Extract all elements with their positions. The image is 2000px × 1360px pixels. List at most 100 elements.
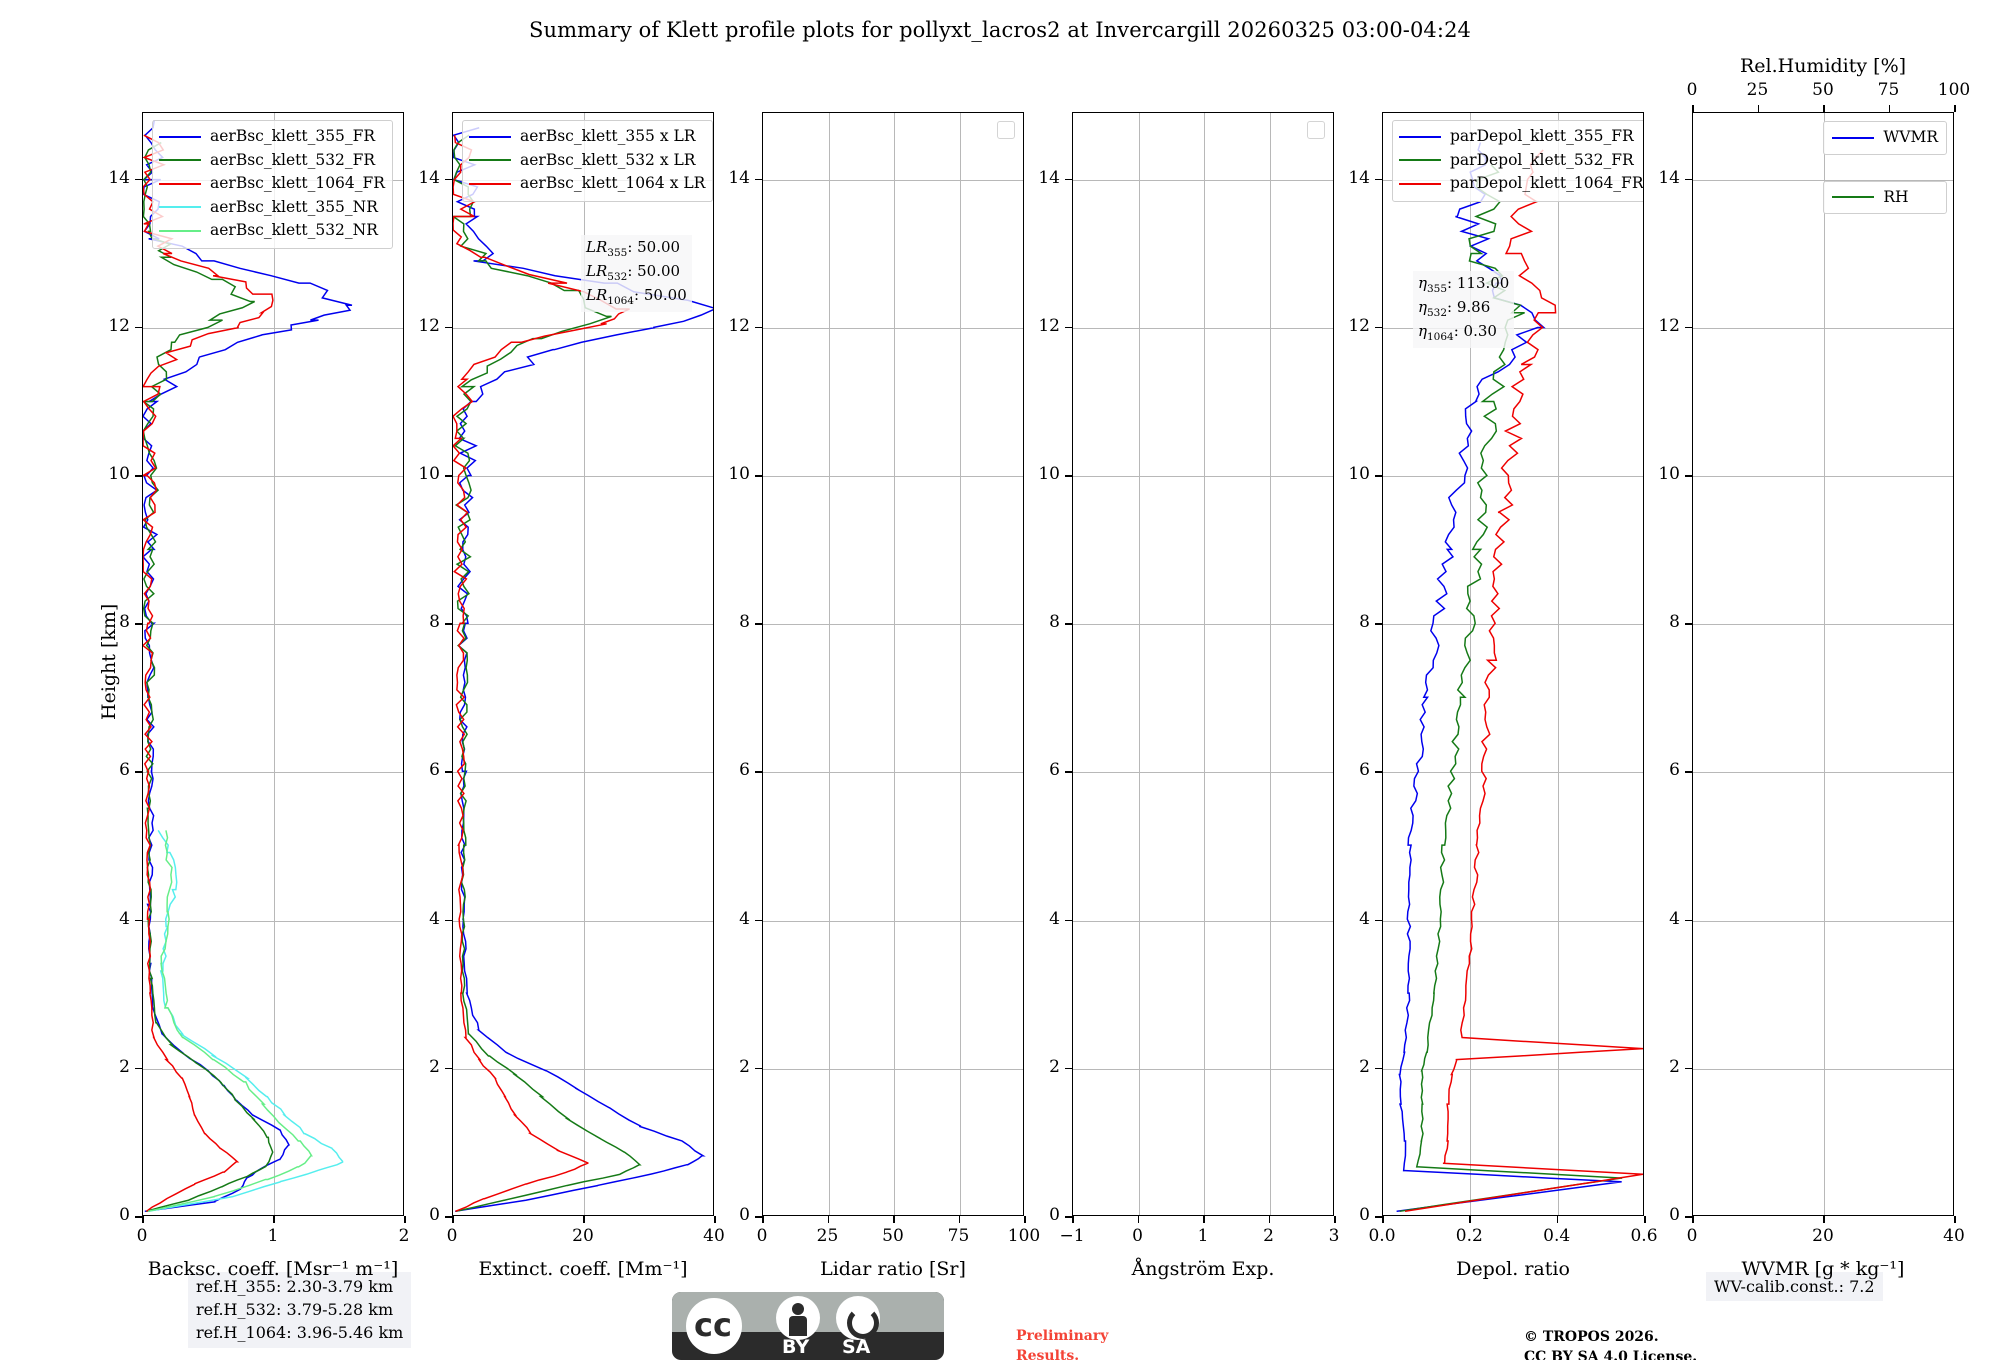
legend-swatch-line: [469, 135, 511, 138]
gridline-horizontal: [1383, 772, 1643, 774]
cc-license-badge[interactable]: cc BY SA: [672, 1292, 944, 1360]
y-tick-label: 0: [119, 1205, 130, 1225]
y-tick-label: 4: [739, 908, 750, 929]
y-tick-label: 6: [119, 760, 130, 781]
x-axis-label-angstrom: Ångström Exp.: [1131, 1258, 1275, 1280]
y-tick-mark: [1375, 623, 1382, 625]
legend-swatch-line: [1399, 182, 1441, 185]
legend-label: aerBsc_klett_355 x LR: [520, 127, 696, 145]
panel-depolarization[interactable]: parDepol_klett_355_FR parDepol_klett_532_…: [1382, 112, 1644, 1216]
annotation-row: LR355: 50.00: [586, 238, 681, 259]
gridline-vertical: [274, 113, 275, 1215]
panel-backscatter[interactable]: aerBsc_klett_355_FR aerBsc_klett_532_FR ae…: [142, 112, 404, 1216]
gridline-horizontal: [143, 772, 403, 774]
gridline-horizontal: [763, 476, 1023, 478]
legend-angstrom-empty[interactable]: [1307, 121, 1325, 139]
y-tick-label: 6: [429, 760, 440, 781]
gridline-horizontal: [1383, 920, 1643, 922]
x-tick-label: 0: [1686, 1226, 1698, 1246]
gridline-vertical: [959, 113, 961, 1215]
y-tick-mark: [445, 475, 452, 477]
y-tick-label: 8: [1049, 612, 1060, 633]
y-tick-label: 14: [728, 167, 750, 188]
y-tick-mark: [1685, 475, 1692, 477]
y-tick-label: 2: [119, 1056, 130, 1077]
legend-item[interactable]: parDepol_klett_1064_FR: [1399, 172, 1643, 196]
x-tick-mark: [273, 1216, 275, 1223]
x-tick-label: 20: [572, 1226, 594, 1246]
y-tick-mark: [1685, 1067, 1692, 1070]
x-tick-mark: [1469, 1216, 1471, 1223]
panel-wvmr[interactable]: WVMR RH: [1692, 112, 1954, 1216]
legend-item[interactable]: aerBsc_klett_532_NR: [159, 219, 385, 243]
legend-item[interactable]: aerBsc_klett_1064 x LR: [469, 172, 705, 196]
top-tick-mark: [1823, 105, 1825, 112]
legend-item[interactable]: aerBsc_klett_532 x LR: [469, 149, 705, 173]
y-tick-label: 2: [739, 1056, 750, 1077]
series-parDepol_klett_355_FR: [1396, 142, 1622, 1213]
cc-by-person-icon: [792, 1303, 804, 1315]
y-tick-label: 8: [119, 612, 130, 633]
legend-item[interactable]: WVMR: [1823, 121, 1947, 155]
y-tick-label: 0: [1669, 1205, 1680, 1225]
x-tick-mark: [1556, 1216, 1559, 1223]
annotation-extinction: LR355: 50.00 LR532: 50.00 LR1064: 50.00: [581, 235, 692, 312]
legend-swatch-line: [469, 182, 511, 185]
series-parDepol_klett_1064_FR: [1404, 149, 1643, 1213]
series-aerBsc_klett_1064 x LR: [453, 135, 630, 1213]
y-tick-mark: [755, 475, 762, 477]
panel-extinction[interactable]: aerBsc_klett_355 x LR aerBsc_klett_532 x …: [452, 112, 714, 1216]
legend-depolarization[interactable]: parDepol_klett_355_FR parDepol_klett_532_…: [1392, 120, 1643, 202]
y-tick-label: 14: [108, 167, 130, 188]
legend-item[interactable]: RH: [1823, 180, 1947, 215]
legend-lidar-ratio-empty[interactable]: [997, 121, 1015, 139]
legend-extinction[interactable]: aerBsc_klett_355 x LR aerBsc_klett_532 x …: [462, 120, 713, 202]
y-tick-label: 12: [728, 315, 750, 336]
x-tick-mark: [762, 1216, 764, 1223]
legend-swatch-line: [159, 229, 201, 232]
x-tick-label: 0: [1132, 1226, 1143, 1246]
legend-item[interactable]: aerBsc_klett_355_FR: [159, 125, 385, 149]
y-tick-label: 12: [418, 315, 440, 336]
x-tick-label: 0: [446, 1226, 458, 1246]
panel-angstrom[interactable]: [1072, 112, 1334, 1216]
y-tick-label: 0: [1359, 1205, 1370, 1225]
wv-calib-box: WV-calib.const.: 7.2: [1706, 1272, 1883, 1302]
y-tick-mark: [1685, 623, 1692, 625]
x-axis-label-wvmr: WVMR [g * kg⁻¹]: [1741, 1258, 1905, 1280]
top-tick-label: 100: [1937, 80, 1971, 100]
legend-backscatter[interactable]: aerBsc_klett_355_FR aerBsc_klett_532_FR ae…: [152, 120, 393, 249]
y-tick-label: 14: [1348, 167, 1370, 188]
x-tick-label: 50: [882, 1226, 904, 1246]
x-tick-mark: [714, 1216, 716, 1223]
annotation-row: η532: 9.86: [1418, 298, 1491, 320]
annotation-row: LR532: 50.00: [586, 262, 681, 284]
y-tick-mark: [1375, 475, 1382, 477]
y-tick-mark: [1375, 919, 1382, 922]
y-tick-label: 6: [739, 760, 750, 781]
panel-lidar-ratio[interactable]: [762, 112, 1024, 1216]
y-tick-mark: [135, 771, 142, 774]
legend-item[interactable]: aerBsc_klett_1064_FR: [159, 172, 385, 196]
y-tick-mark: [1065, 1216, 1072, 1218]
cc-mark-label: cc: [694, 1306, 732, 1344]
legend-item[interactable]: aerBsc_klett_355_NR: [159, 196, 385, 220]
x-tick-mark: [1024, 1216, 1026, 1223]
x-tick-label: 3: [1328, 1226, 1340, 1246]
gridline-horizontal: [1693, 327, 1953, 329]
legend-wvmr[interactable]: WVMR RH: [1823, 121, 1947, 240]
legend-item[interactable]: aerBsc_klett_532_FR: [159, 149, 385, 173]
gridline-horizontal: [763, 327, 1023, 329]
legend-item[interactable]: parDepol_klett_355_FR: [1399, 125, 1643, 149]
y-tick-label: 2: [1049, 1056, 1060, 1077]
y-tick-label: 12: [1658, 315, 1680, 336]
y-tick-mark: [1685, 178, 1692, 181]
legend-item[interactable]: parDepol_klett_532_FR: [1399, 149, 1643, 173]
y-tick-mark: [1375, 771, 1382, 774]
y-tick-label: 10: [1348, 464, 1370, 485]
y-tick-label: 14: [418, 167, 440, 188]
series-aerBsc_klett_532_NR: [147, 830, 313, 1213]
legend-item[interactable]: aerBsc_klett_355 x LR: [469, 125, 705, 149]
gridline-horizontal: [1383, 476, 1643, 478]
gridline-vertical: [828, 113, 830, 1215]
